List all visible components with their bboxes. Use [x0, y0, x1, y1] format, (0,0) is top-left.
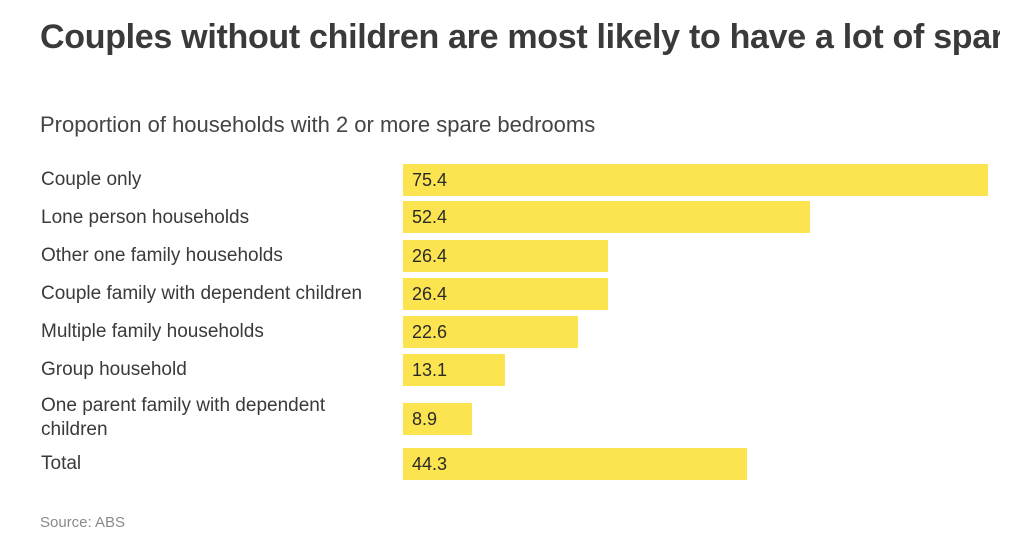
bar: 13.1: [403, 354, 505, 386]
bar: 44.3: [403, 448, 747, 480]
data-label: 75.4: [412, 170, 448, 190]
bar: 75.4: [403, 164, 988, 196]
data-label: 52.4: [412, 207, 448, 227]
chart-title: Couples without children are most likely…: [40, 18, 1000, 56]
category-label: Group household: [41, 359, 187, 380]
source-note: Source: ABS: [40, 514, 126, 531]
data-label: 44.3: [412, 454, 448, 474]
data-label: 26.4: [412, 284, 448, 304]
chart-subtitle: Proportion of households with 2 or more …: [40, 112, 596, 137]
category-label: Couple only: [41, 169, 142, 190]
bar: 26.4: [403, 278, 608, 310]
category-label: Total: [41, 453, 82, 474]
category-label: Multiple family households: [41, 321, 264, 342]
category-label: Lone person households: [41, 207, 250, 228]
bar: 22.6: [403, 316, 578, 348]
data-label: 8.9: [412, 409, 438, 429]
category-label: Other one family households: [41, 245, 283, 266]
bar: 8.9: [403, 403, 472, 435]
bar: 26.4: [403, 240, 608, 272]
data-label: 26.4: [412, 246, 448, 266]
category-label: Couple family with dependent children: [41, 283, 363, 304]
bar: 52.4: [403, 201, 810, 233]
data-label: 22.6: [412, 322, 448, 342]
data-label: 13.1: [412, 360, 448, 380]
category-label: One parent family with dependent childre…: [41, 395, 326, 440]
